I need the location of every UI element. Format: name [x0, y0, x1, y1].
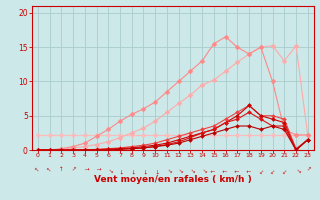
- Text: ↑: ↑: [118, 167, 122, 172]
- Text: ↑: ↑: [164, 166, 170, 173]
- Text: ↑: ↑: [281, 166, 288, 173]
- Text: ↑: ↑: [187, 166, 194, 173]
- Text: ↑: ↑: [199, 166, 205, 173]
- Text: ↑: ↑: [141, 167, 146, 172]
- X-axis label: Vent moyen/en rafales ( km/h ): Vent moyen/en rafales ( km/h ): [94, 175, 252, 184]
- Text: ↑: ↑: [105, 166, 112, 173]
- Text: ↑: ↑: [46, 166, 53, 173]
- Text: ↑: ↑: [247, 167, 252, 172]
- Text: ↑: ↑: [257, 166, 264, 173]
- Text: ↑: ↑: [223, 167, 228, 172]
- Text: ↑: ↑: [35, 166, 41, 173]
- Text: ↑: ↑: [153, 167, 157, 172]
- Text: ↑: ↑: [82, 167, 87, 172]
- Text: ↑: ↑: [235, 167, 240, 172]
- Text: ↑: ↑: [70, 166, 76, 173]
- Text: ↑: ↑: [94, 167, 99, 172]
- Text: ↑: ↑: [175, 166, 182, 173]
- Text: ↑: ↑: [212, 167, 216, 172]
- Text: ↑: ↑: [292, 166, 300, 173]
- Text: ↑: ↑: [59, 167, 64, 172]
- Text: ↑: ↑: [269, 166, 276, 173]
- Text: ↑: ↑: [129, 167, 134, 172]
- Text: ↑: ↑: [304, 166, 311, 173]
